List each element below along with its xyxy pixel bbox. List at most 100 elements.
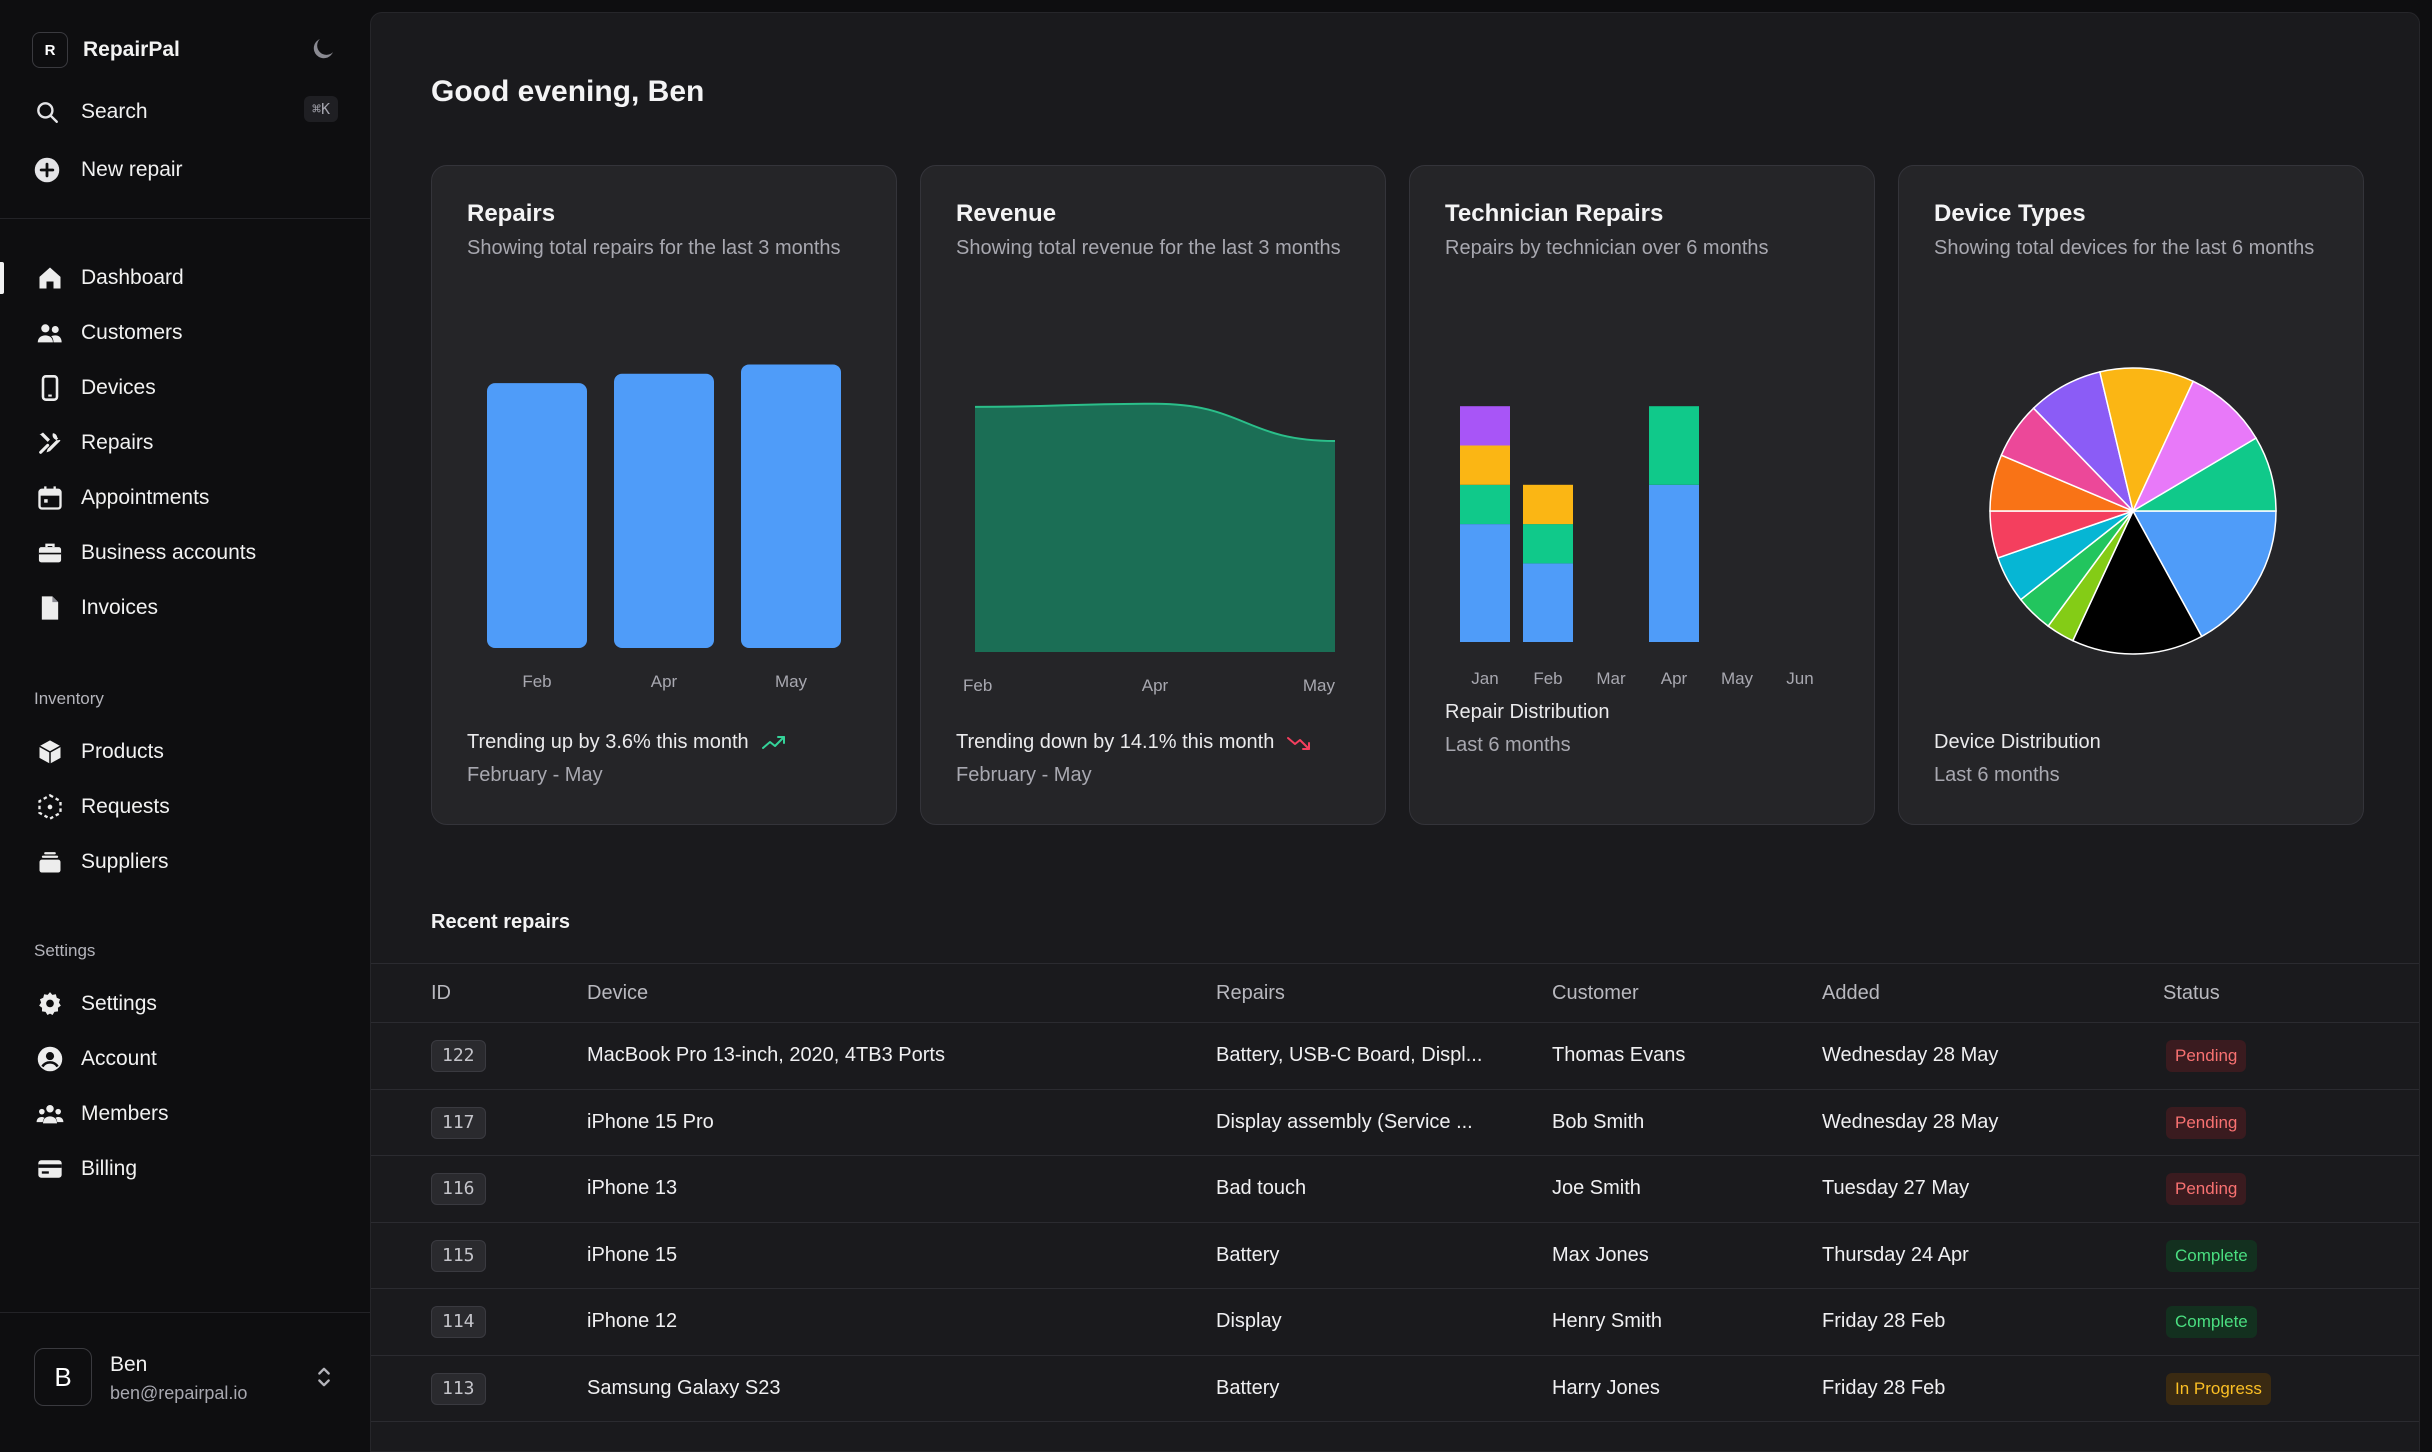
row-repairs: Display xyxy=(1216,1310,1282,1332)
technician-stacked-bar-chart: Jan Feb Mar Apr May Jun xyxy=(1460,406,1814,688)
bar xyxy=(487,383,587,648)
sidebar-item-billing[interactable]: Billing xyxy=(36,1148,346,1190)
table-header: ID Device Repairs Customer Added Status xyxy=(371,963,2419,1023)
date-range: February - May xyxy=(956,764,1092,786)
row-customer: Henry Smith xyxy=(1552,1310,1663,1332)
row-device: MacBook Pro 13-inch, 2020, 4TB3 Ports xyxy=(587,1044,945,1066)
x-tick-label: Mar xyxy=(1596,669,1626,688)
main-panel: Good evening, Ben Repairs Showing total … xyxy=(370,12,2420,1452)
series-line xyxy=(974,402,1336,442)
table-row[interactable]: 115 iPhone 15 Battery Max Jones Thursday 24 … xyxy=(371,1223,2419,1289)
sidebar-item-label: Billing xyxy=(81,1157,138,1180)
x-tick-label: Apr xyxy=(1661,669,1688,688)
row-added: Friday 28 Feb xyxy=(1822,1376,1946,1399)
sidebar-item-invoices[interactable]: Invoices xyxy=(36,587,346,629)
sidebar-item-repairs[interactable]: Repairs xyxy=(36,422,346,464)
column-header-status[interactable]: Status xyxy=(2163,982,2220,1004)
row-added: Thursday 24 Apr xyxy=(1822,1243,1969,1266)
sidebar-item-dashboard[interactable]: Dashboard xyxy=(36,257,346,299)
stacked-bar-segment xyxy=(1460,445,1510,485)
new-repair-button[interactable]: New repair xyxy=(32,150,338,190)
sidebar-item-suppliers[interactable]: Suppliers xyxy=(36,841,346,883)
table-row[interactable]: 122 MacBook Pro 13-inch, 2020, 4TB3 Ports… xyxy=(371,1023,2419,1090)
sidebar-item-account[interactable]: Account xyxy=(36,1038,346,1080)
search-icon xyxy=(37,102,58,123)
row-device: iPhone 12 xyxy=(587,1310,678,1332)
pie-slice xyxy=(2098,367,2195,514)
sidebar-item-members[interactable]: Members xyxy=(36,1093,346,1135)
stacked-bar-segment xyxy=(1523,524,1573,564)
trending-down-icon xyxy=(1287,736,1311,750)
card-title: Repairs xyxy=(467,200,556,227)
user-name: Ben xyxy=(110,1353,148,1376)
calendar-icon xyxy=(38,486,62,510)
table-row[interactable]: 113 Samsung Galaxy S23 Battery Harry Jones F… xyxy=(371,1356,2419,1422)
column-header-id[interactable]: ID xyxy=(431,982,451,1004)
sidebar-item-label: Settings xyxy=(81,992,157,1015)
brand-logo: R xyxy=(32,32,68,68)
row-id: 116 xyxy=(431,1173,486,1205)
sidebar-item-label: Requests xyxy=(81,795,170,818)
card-title: Revenue xyxy=(956,200,1057,227)
x-tick-label: Apr xyxy=(651,672,678,691)
search-label: Search xyxy=(81,100,148,123)
row-added: Friday 28 Feb xyxy=(1822,1310,1946,1332)
sidebar-item-label: Appointments xyxy=(81,486,210,509)
distribution-title: Device Distribution xyxy=(1934,731,2101,753)
stacked-bar-segment xyxy=(1649,484,1699,642)
repairs-card: Repairs Showing total repairs for the la… xyxy=(431,165,897,825)
active-indicator xyxy=(0,262,4,294)
sidebar-item-customers[interactable]: Customers xyxy=(36,312,346,354)
column-header-repairs[interactable]: Repairs xyxy=(1216,982,1285,1004)
file-icon xyxy=(41,596,59,620)
trend-label: Trending down by 14.1% this month xyxy=(956,731,1275,753)
column-header-customer[interactable]: Customer xyxy=(1552,982,1639,1004)
row-repairs: Battery, USB-C Board, Displ... xyxy=(1216,1044,1483,1066)
status-badge: Pending xyxy=(2166,1106,2247,1139)
column-header-added[interactable]: Added xyxy=(1822,982,1880,1004)
card-title: Device Types xyxy=(1934,200,2086,227)
table-body: 122 MacBook Pro 13-inch, 2020, 4TB3 Ports… xyxy=(371,1023,2419,1422)
sidebar-item-business-accounts[interactable]: Business accounts xyxy=(36,532,346,574)
row-repairs: Display assembly (Service ... xyxy=(1216,1110,1473,1133)
table-row[interactable]: 114 iPhone 12 Display Henry Smith Friday 28 … xyxy=(371,1289,2419,1356)
sidebar-item-settings[interactable]: Settings xyxy=(36,983,346,1025)
status-badge: Complete xyxy=(2166,1306,2257,1338)
briefcase-icon xyxy=(38,543,62,563)
brand[interactable]: R RepairPal xyxy=(32,32,338,68)
row-device: iPhone 15 Pro xyxy=(587,1110,714,1133)
stacked-bar-segment xyxy=(1460,524,1510,642)
sidebar-item-requests[interactable]: Requests xyxy=(36,786,346,828)
trend-label: Trending up by 3.6% this month xyxy=(467,731,749,753)
status-badge: Pending xyxy=(2166,1173,2247,1205)
stacked-bar-segment xyxy=(1649,406,1699,485)
row-customer: Thomas Evans xyxy=(1552,1044,1686,1066)
user-menu[interactable]: B Ben ben@repairpal.io xyxy=(0,1312,370,1442)
recent-repairs-title: Recent repairs xyxy=(431,911,570,933)
sidebar-item-products[interactable]: Products xyxy=(36,731,346,773)
x-tick-label: Feb xyxy=(522,672,551,691)
row-device: iPhone 15 xyxy=(587,1243,678,1266)
sidebar-item-label: Suppliers xyxy=(81,850,169,873)
sidebar-item-label: Business accounts xyxy=(81,541,257,564)
moon-icon[interactable] xyxy=(308,34,338,64)
device-pie-chart xyxy=(1989,367,2277,655)
sidebar-item-appointments[interactable]: Appointments xyxy=(36,477,346,519)
status-badge: Complete xyxy=(2166,1239,2257,1272)
search-button[interactable]: Search ⌘K xyxy=(32,92,338,132)
row-id: 122 xyxy=(431,1040,486,1072)
tools-icon xyxy=(39,432,61,454)
recent-repairs-table: ID Device Repairs Customer Added Status … xyxy=(371,963,2419,1422)
stacked-bar-segment xyxy=(1523,484,1573,525)
date-range: February - May xyxy=(467,764,603,786)
column-header-device[interactable]: Device xyxy=(587,982,649,1004)
sidebar-item-devices[interactable]: Devices xyxy=(36,367,346,409)
bar xyxy=(614,373,714,648)
distribution-range: Last 6 months xyxy=(1934,764,2060,786)
sidebar-item-label: Products xyxy=(81,740,164,763)
row-id: 113 xyxy=(431,1372,486,1405)
sidebar-item-label: Invoices xyxy=(81,596,159,619)
table-row[interactable]: 117 iPhone 15 Pro Display assembly (Servic… xyxy=(371,1090,2419,1156)
table-row[interactable]: 116 iPhone 13 Bad touch Joe Smith Tuesday 27… xyxy=(371,1156,2419,1223)
card-subtitle: Showing total revenue for the last 3 mon… xyxy=(956,237,1341,259)
